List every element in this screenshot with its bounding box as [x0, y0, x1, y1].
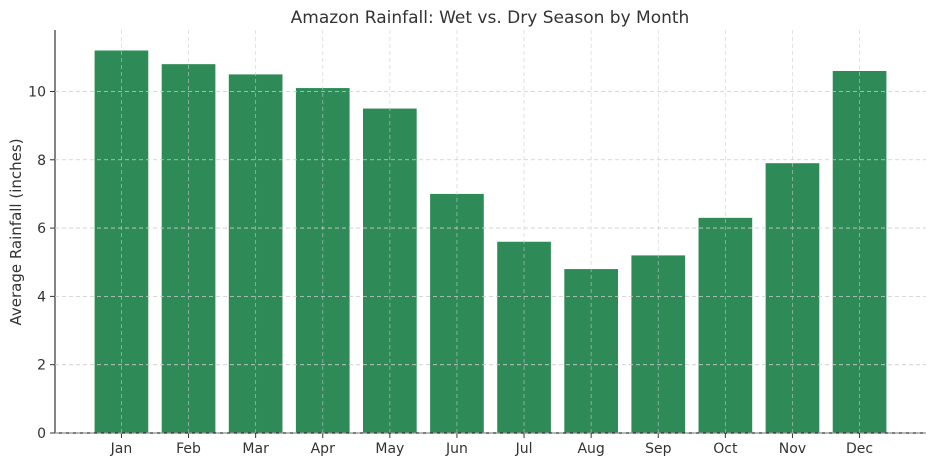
y-tick-label: 10 [28, 84, 46, 100]
y-axis-label: Average Rainfall (inches) [7, 138, 25, 325]
x-tick-label: May [375, 441, 404, 457]
grid [55, 30, 926, 434]
x-tick-label: Feb [176, 441, 201, 457]
x-tick-label: Jun [445, 441, 468, 457]
y-tick-label: 8 [37, 153, 46, 169]
y-tick-label: 2 [37, 358, 46, 374]
x-tick-label: Jan [110, 441, 133, 457]
x-tick-label: Jul [515, 441, 533, 457]
ticks: 0 2 4 6 8 10 Jan Feb Mar Apr May Jun Jul Aug Sep Oct Nov… [28, 84, 873, 457]
x-tick-label: Oct [713, 441, 738, 457]
y-tick-label: 0 [37, 426, 46, 442]
y-tick-label: 6 [37, 221, 46, 237]
y-tick-label: 4 [37, 289, 46, 305]
x-tick-label: Nov [779, 441, 806, 457]
x-tick-label: Sep [645, 441, 672, 457]
x-tick-label: Dec [846, 441, 873, 457]
x-tick-label: Aug [577, 441, 604, 457]
bar-dec [832, 70, 887, 434]
x-tick-label: Apr [311, 441, 335, 457]
chart-title: Amazon Rainfall: Wet vs. Dry Season by M… [291, 8, 690, 28]
bars [94, 50, 887, 434]
x-tick-label: Mar [242, 441, 269, 457]
